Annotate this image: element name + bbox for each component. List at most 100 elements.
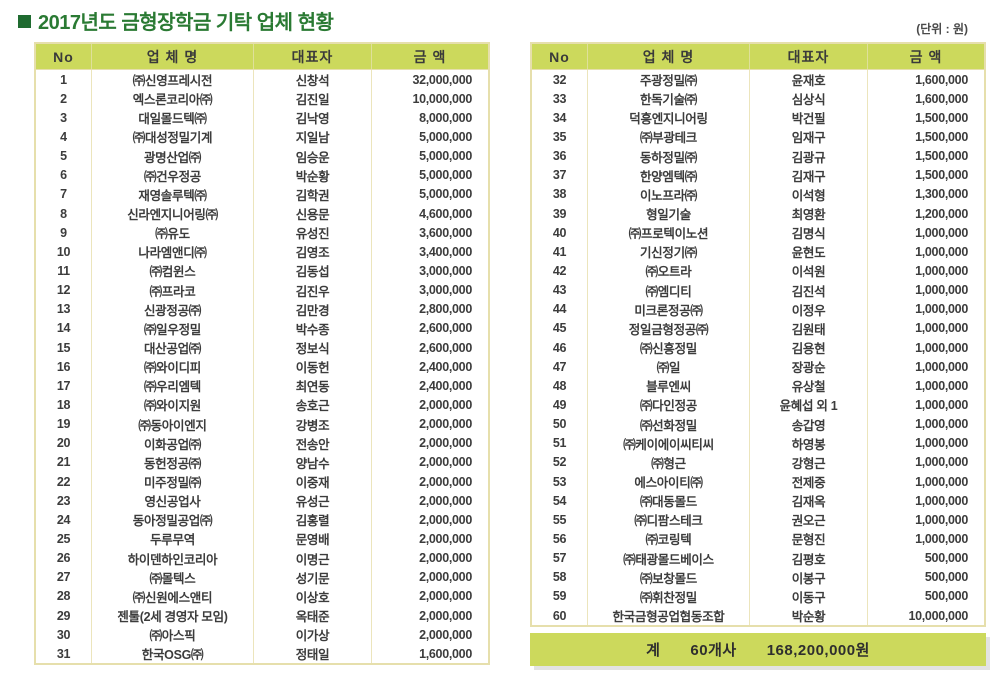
representative-name: 김진일 xyxy=(253,89,371,109)
table-row: 31 한국OSG㈜ 정태일 1,600,000 xyxy=(36,644,488,664)
amount-value: 32,000,000 xyxy=(371,70,488,90)
amount-value: 2,000,000 xyxy=(371,414,488,434)
table-row: 27 ㈜몰텍스 성기문 2,000,000 xyxy=(36,567,488,587)
company-name: 대산공업㈜ xyxy=(91,337,253,358)
company-name: ㈜프라코 xyxy=(91,280,253,300)
representative-name: 김동섭 xyxy=(253,261,371,281)
table-row: 55 ㈜디팜스테크 권오근 1,000,000 xyxy=(532,510,984,530)
page-header: 2017년도 금형장학금 기탁 업체 현황 (단위 : 원) xyxy=(18,6,982,37)
amount-value: 3,000,000 xyxy=(371,261,488,281)
representative-name: 유상철 xyxy=(749,376,867,396)
company-name: ㈜다인정공 xyxy=(587,395,749,415)
total-label: 계 xyxy=(646,642,661,659)
amount-value: 5,000,000 xyxy=(371,127,488,147)
company-name: ㈜컴윈스 xyxy=(91,261,253,281)
table-row: 7 재영솔루텍㈜ 김학권 5,000,000 xyxy=(36,184,488,204)
company-name: ㈜보창몰드 xyxy=(587,567,749,587)
table-row: 12 ㈜프라코 김진우 3,000,000 xyxy=(36,280,488,300)
row-no: 15 xyxy=(56,340,71,355)
representative-name: 최영환 xyxy=(749,203,867,224)
company-name: 한독기술㈜ xyxy=(587,89,749,109)
representative-name: 이석형 xyxy=(749,184,867,204)
company-name: ㈜디팜스테크 xyxy=(587,510,749,530)
row-no: 44 xyxy=(552,302,567,317)
table-row: 13 신광정공㈜ 김만경 2,800,000 xyxy=(36,299,488,319)
amount-value: 2,000,000 xyxy=(371,491,488,511)
amount-value: 1,000,000 xyxy=(867,337,984,358)
row-no: 11 xyxy=(57,263,70,278)
amount-value: 2,000,000 xyxy=(371,510,488,530)
representative-name: 전송안 xyxy=(253,433,371,453)
table-row: 42 ㈜오트라 이석원 1,000,000 xyxy=(532,261,984,281)
company-name: 이화공업㈜ xyxy=(91,433,253,453)
table-row: 45 정일금형정공㈜ 김원태 1,000,000 xyxy=(532,318,984,338)
row-no: 7 xyxy=(60,187,67,202)
amount-value: 4,600,000 xyxy=(371,203,488,224)
amount-value: 1,500,000 xyxy=(867,165,984,185)
table-row: 34 덕흥엔지니어링 박건필 1,500,000 xyxy=(532,108,984,128)
representative-name: 강병조 xyxy=(253,414,371,434)
company-name: ㈜건우정공 xyxy=(91,165,253,185)
table-row: 16 ㈜와이디피 이동헌 2,400,000 xyxy=(36,357,488,377)
company-name: ㈜부광테크 xyxy=(587,127,749,147)
company-name: 신라엔지니어링㈜ xyxy=(91,203,253,224)
total-amount: 168,200,000원 xyxy=(766,642,870,659)
row-no: 60 xyxy=(552,608,567,623)
table-row: 9 ㈜유도 유성진 3,600,000 xyxy=(36,223,488,243)
company-name: ㈜휘찬정밀 xyxy=(587,586,749,606)
company-name: 엑스론코리아㈜ xyxy=(91,89,253,109)
table-row: 43 ㈜엠디티 김진석 1,000,000 xyxy=(532,280,984,300)
amount-value: 2,000,000 xyxy=(371,548,488,568)
table-row: 19 ㈜동아이엔지 강병조 2,000,000 xyxy=(36,414,488,434)
header-no: No xyxy=(53,48,74,65)
row-no: 13 xyxy=(56,302,71,317)
company-name: ㈜신흥정밀 xyxy=(587,337,749,358)
amount-value: 1,000,000 xyxy=(867,395,984,415)
donor-table-left: No 업 체 명 대표자 금 액 1 ㈜신영프레시전 신창석 32,000,000 2 엑… xyxy=(34,42,490,666)
row-no: 20 xyxy=(56,436,71,451)
table-row: 26 하이덴하인코리아 이명근 2,000,000 xyxy=(36,548,488,568)
company-name: 재영솔루텍㈜ xyxy=(91,184,253,204)
company-name: ㈜대성정밀기계 xyxy=(91,127,253,147)
row-no: 37 xyxy=(552,168,567,183)
row-no: 55 xyxy=(552,512,567,527)
representative-name: 정보식 xyxy=(253,337,371,358)
table-body: 1 ㈜신영프레시전 신창석 32,000,000 2 엑스론코리아㈜ 김진일 10,000,0… xyxy=(36,70,488,664)
row-no: 33 xyxy=(552,91,567,106)
representative-name: 이동구 xyxy=(749,586,867,606)
amount-value: 5,000,000 xyxy=(371,146,488,166)
table-row: 24 동아정밀공업㈜ 김홍렬 2,000,000 xyxy=(36,510,488,530)
table-row: 46 ㈜신흥정밀 김용현 1,000,000 xyxy=(532,337,984,358)
amount-value: 1,500,000 xyxy=(867,146,984,166)
company-name: 정일금형정공㈜ xyxy=(587,318,749,338)
amount-value: 2,400,000 xyxy=(371,357,488,377)
representative-name: 심상식 xyxy=(749,89,867,109)
company-name: ㈜엠디티 xyxy=(587,280,749,300)
company-name: 신광정공㈜ xyxy=(91,299,253,319)
row-no: 16 xyxy=(56,359,71,374)
table-row: 36 동하정밀㈜ 김광규 1,500,000 xyxy=(532,146,984,166)
row-no: 45 xyxy=(552,321,567,336)
amount-value: 500,000 xyxy=(867,586,984,606)
amount-value: 2,000,000 xyxy=(371,567,488,587)
table-row: 39 형일기술 최영환 1,200,000 xyxy=(532,203,984,224)
company-name: 덕흥엔지니어링 xyxy=(587,108,749,128)
table-row: 15 대산공업㈜ 정보식 2,600,000 xyxy=(36,337,488,358)
row-no: 58 xyxy=(552,570,567,585)
company-name: 영신공업사 xyxy=(91,491,253,511)
representative-name: 양남수 xyxy=(253,452,371,472)
table-row: 18 ㈜와이지원 송호근 2,000,000 xyxy=(36,395,488,415)
table-row: 38 이노프라㈜ 이석형 1,300,000 xyxy=(532,184,984,204)
amount-value: 2,000,000 xyxy=(371,529,488,549)
company-name: 미주정밀㈜ xyxy=(91,471,253,492)
company-name: ㈜동아이엔지 xyxy=(91,414,253,434)
representative-name: 이가상 xyxy=(253,625,371,645)
row-no: 21 xyxy=(56,455,71,470)
row-no: 52 xyxy=(552,455,567,470)
row-no: 35 xyxy=(552,129,567,144)
row-no: 1 xyxy=(60,72,67,87)
company-name: 기신정기㈜ xyxy=(587,242,749,262)
representative-name: 이명근 xyxy=(253,548,371,568)
table-row: 22 미주정밀㈜ 이중재 2,000,000 xyxy=(36,471,488,492)
amount-value: 1,000,000 xyxy=(867,471,984,492)
